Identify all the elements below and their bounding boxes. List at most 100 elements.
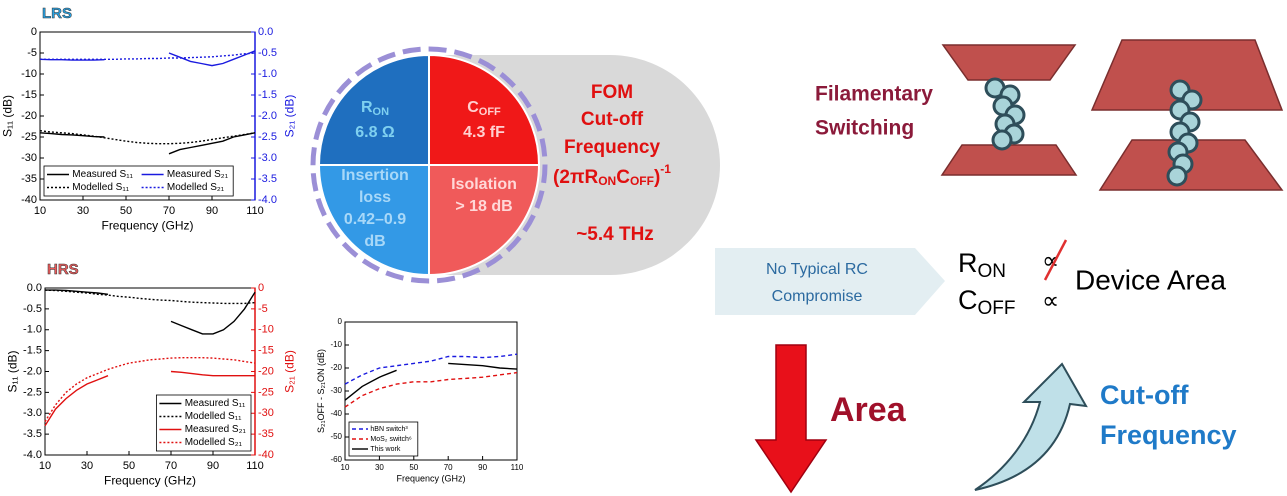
series-line [45, 290, 255, 303]
formula-part: -1 [660, 162, 671, 176]
x-tick-label: 30 [375, 463, 384, 472]
r-on-value: 6.8 Ω [355, 124, 395, 141]
legend-label: This work [370, 446, 400, 453]
y-axis-label: S₁₁ (dB) [0, 95, 14, 137]
x-tick-label: 90 [207, 460, 219, 472]
fom-title: FOM [591, 82, 633, 103]
x-tick-label: 110 [246, 460, 264, 472]
label: C [958, 285, 978, 315]
page: {"chart_data": [ {"type": "line", "title… [0, 0, 1287, 496]
legend-label: Measured S₂₁ [167, 169, 229, 180]
x-tick-label: 90 [478, 463, 487, 472]
y2-tick-label: 0 [258, 282, 264, 294]
y2-tick-label: -1.5 [258, 89, 277, 101]
y2-axis-label: S₂₁ (dB) [282, 95, 296, 138]
subscript: OFF [978, 298, 1016, 319]
x-tick-label: 110 [511, 463, 524, 472]
y-tick-label: -3.0 [23, 407, 42, 419]
x-tick-label: 10 [34, 205, 46, 217]
area: Area [830, 391, 907, 429]
series-line [345, 373, 517, 408]
formula-part: C [616, 167, 630, 188]
y2-tick-label: -5 [258, 303, 268, 315]
x-tick-label: 50 [409, 463, 418, 472]
filament [986, 79, 1024, 149]
legend-label: Modelled S₁₁ [185, 411, 242, 422]
y-tick-label: 0 [31, 26, 37, 38]
proportional: ∝ [1042, 287, 1059, 314]
y-tick-label: -60 [330, 455, 342, 464]
y-tick-label: -30 [330, 386, 342, 395]
label: C [467, 99, 479, 116]
device-area: Device Area [1075, 264, 1226, 295]
y2-tick-label: -20 [258, 365, 274, 377]
y-tick-label: -3.5 [23, 428, 42, 440]
series-line [345, 354, 517, 384]
formula-part: OFF [630, 174, 654, 188]
fom-line: Frequency [564, 137, 661, 158]
x-tick-label: 50 [120, 205, 132, 217]
y-tick-label: -2.0 [23, 365, 42, 377]
legend-label: Measured S₁₁ [72, 169, 133, 180]
y2-tick-label: -2.0 [258, 110, 277, 122]
y-tick-label: -20 [330, 363, 342, 372]
label: R [958, 248, 978, 278]
legend-label: MoS₂ switch⁶ [370, 436, 412, 443]
subscript: ON [978, 261, 1007, 282]
y-tick-label: -40 [21, 194, 37, 206]
y-tick-label: -4.0 [23, 449, 42, 461]
relation-c-off: COFF [958, 285, 1016, 319]
chart-title: LRS [42, 5, 72, 22]
y2-tick-label: -4.0 [258, 194, 277, 206]
legend-label: Measured S₁₁ [185, 398, 246, 409]
y-tick-label: 0.0 [27, 282, 42, 294]
y2-tick-label: -35 [258, 428, 274, 440]
x-tick-label: 90 [206, 205, 218, 217]
insertion-loss: loss [359, 189, 391, 206]
x-tick-label: 70 [444, 463, 453, 472]
y-axis-label: S₂₁OFF - S₂₁ON (dB) [316, 349, 326, 433]
x-axis-label: Frequency (GHz) [396, 474, 465, 484]
no-compromise: No Typical RC [766, 261, 868, 278]
legend-label: Modelled S₂₁ [185, 437, 243, 448]
series-line [40, 53, 255, 59]
y-tick-label: -20 [21, 110, 37, 122]
x-axis-label: Frequency (GHz) [104, 474, 196, 488]
legend-label: hBN switch³ [370, 426, 408, 433]
x-axis-label: Frequency (GHz) [101, 219, 193, 233]
y-tick-label: -2.5 [23, 386, 42, 398]
y2-tick-label: -25 [258, 386, 274, 398]
y-tick-label: -15 [21, 89, 37, 101]
y-tick-label: -40 [330, 409, 342, 418]
insertion-loss: dB [364, 233, 385, 250]
x-tick-label: 30 [77, 205, 89, 217]
x-tick-label: 30 [81, 460, 93, 472]
no-compromise: Compromise [772, 288, 863, 305]
y2-tick-label: -15 [258, 345, 274, 357]
isolation: > 18 dB [455, 198, 512, 215]
legend-label: Modelled S₁₁ [72, 182, 129, 193]
y2-axis-label: S₂₁ (dB) [282, 350, 296, 393]
y-tick-label: 0 [338, 317, 343, 326]
y2-tick-label: -10 [258, 324, 274, 336]
insertion-loss: 0.42–0.9 [344, 211, 406, 228]
label: R [361, 99, 373, 116]
y-tick-label: -25 [21, 131, 37, 143]
y-tick-label: -10 [21, 68, 37, 80]
x-tick-label: 10 [39, 460, 51, 472]
x-tick-label: 70 [163, 205, 175, 217]
chart-title: HRS [47, 261, 79, 278]
area-arrow [756, 345, 826, 492]
isolation: Isolation [451, 176, 517, 193]
x-tick-label: 110 [246, 205, 264, 217]
y2-tick-label: -2.5 [258, 131, 277, 143]
y2-tick-label: -40 [258, 449, 274, 461]
y-tick-label: -35 [21, 173, 37, 185]
legend-label: Measured S₂₁ [185, 424, 247, 435]
fom-value: ~5.4 THz [576, 224, 654, 245]
y-axis-label: S₁₁ (dB) [5, 350, 19, 392]
legend-label: Modelled S₂₁ [167, 182, 225, 193]
frequency-arrow [975, 364, 1086, 490]
y2-tick-label: -3.5 [258, 173, 277, 185]
y-tick-label: -5 [27, 47, 37, 59]
